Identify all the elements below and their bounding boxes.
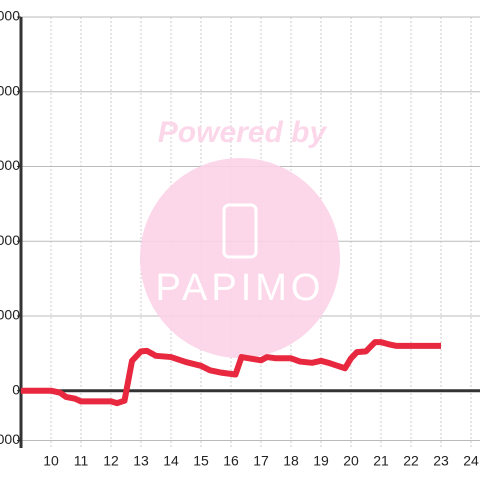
x-tick-label: 19 bbox=[313, 453, 329, 469]
x-tick-label: 23 bbox=[433, 453, 449, 469]
watermark-icon bbox=[222, 203, 258, 259]
x-tick-label: 22 bbox=[403, 453, 419, 469]
watermark: Powered by PAPIMO bbox=[140, 116, 340, 358]
y-tick-label: 0 bbox=[12, 381, 20, 397]
x-tick-label: 11 bbox=[74, 453, 89, 469]
watermark-brand: PAPIMO bbox=[156, 267, 325, 309]
x-tick-label: 24 bbox=[463, 453, 479, 469]
y-tick-label: 60,000 bbox=[0, 232, 20, 248]
x-tick-label: 17 bbox=[253, 453, 269, 469]
y-tick-label: 30,000 bbox=[0, 307, 20, 323]
y-tick-label: -20,000 bbox=[0, 431, 20, 447]
x-tick-label: 12 bbox=[103, 453, 119, 469]
y-tick-label: 150,000 bbox=[0, 8, 20, 24]
data-line bbox=[21, 339, 441, 407]
watermark-text: Powered by bbox=[158, 116, 328, 149]
x-tick-label: 10 bbox=[43, 453, 59, 469]
y-tick-label: 120,000 bbox=[0, 82, 20, 98]
x-tick-label: 15 bbox=[193, 453, 209, 469]
x-tick-label: 13 bbox=[133, 453, 149, 469]
x-tick-label: 16 bbox=[223, 453, 239, 469]
x-tick-label: 18 bbox=[283, 453, 299, 469]
x-tick-label: 20 bbox=[343, 453, 359, 469]
x-tick-label: 14 bbox=[163, 453, 179, 469]
y-tick-label: 90,000 bbox=[0, 157, 20, 173]
x-tick-label: 21 bbox=[373, 453, 389, 469]
